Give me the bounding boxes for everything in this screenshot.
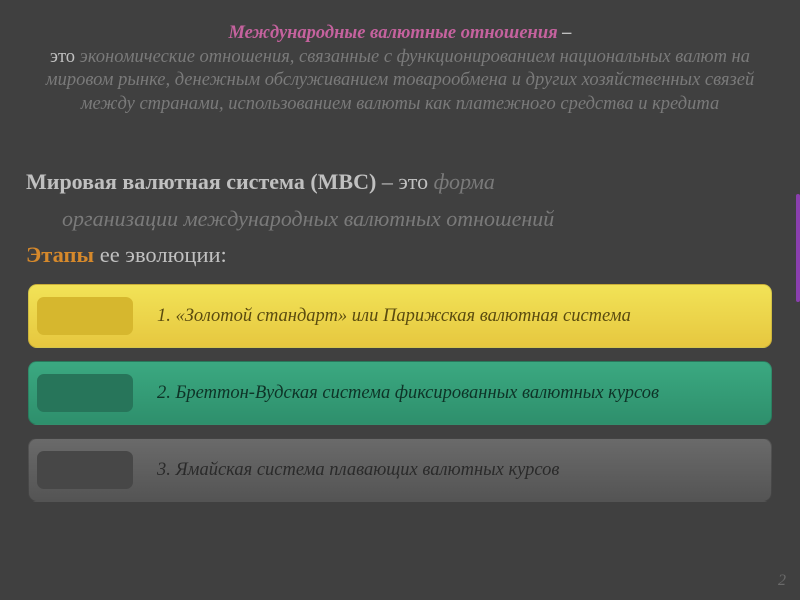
mvs-term: Мировая валютная система (МВС) bbox=[26, 169, 376, 194]
stages-rest: ее эволюции: bbox=[94, 242, 227, 267]
mvs-def-part1: форма bbox=[428, 169, 495, 194]
stage-bar-2: 2. Бреттон-Вудская система фиксированных… bbox=[28, 361, 772, 425]
intro-lead: это bbox=[50, 47, 80, 67]
slide-content: Международные валютные отношения – это э… bbox=[0, 0, 800, 502]
stage-bar-1-tab bbox=[37, 297, 133, 335]
intro-paragraph: Международные валютные отношения – это э… bbox=[26, 22, 774, 117]
page-number: 2 bbox=[778, 572, 786, 590]
mvs-def-part2: организации международных валютных отнош… bbox=[62, 206, 774, 232]
mvs-line: Мировая валютная система (МВС) – это фор… bbox=[26, 167, 774, 197]
stages-word: Этапы bbox=[26, 242, 94, 267]
intro-title: Международные валютные отношения bbox=[228, 23, 557, 43]
side-accent-bar bbox=[796, 194, 800, 302]
stage-bar-1-label: 1. «Золотой стандарт» или Парижская валю… bbox=[133, 305, 651, 328]
stage-bar-3-label: 3. Ямайская система плавающих валютных к… bbox=[133, 459, 579, 482]
mvs-dash: – это bbox=[376, 169, 428, 194]
stage-bar-1: 1. «Золотой стандарт» или Парижская валю… bbox=[28, 284, 772, 348]
stage-bars: 1. «Золотой стандарт» или Парижская валю… bbox=[26, 284, 774, 502]
stage-bar-2-label: 2. Бреттон-Вудская система фиксированных… bbox=[133, 382, 679, 405]
intro-dash: – bbox=[558, 23, 572, 43]
stage-bar-3: 3. Ямайская система плавающих валютных к… bbox=[28, 438, 772, 502]
stage-bar-2-tab bbox=[37, 374, 133, 412]
stage-bar-3-tab bbox=[37, 451, 133, 489]
stages-heading: Этапы ее эволюции: bbox=[26, 242, 774, 268]
intro-body: экономические отношения, связанные с фун… bbox=[46, 47, 754, 114]
